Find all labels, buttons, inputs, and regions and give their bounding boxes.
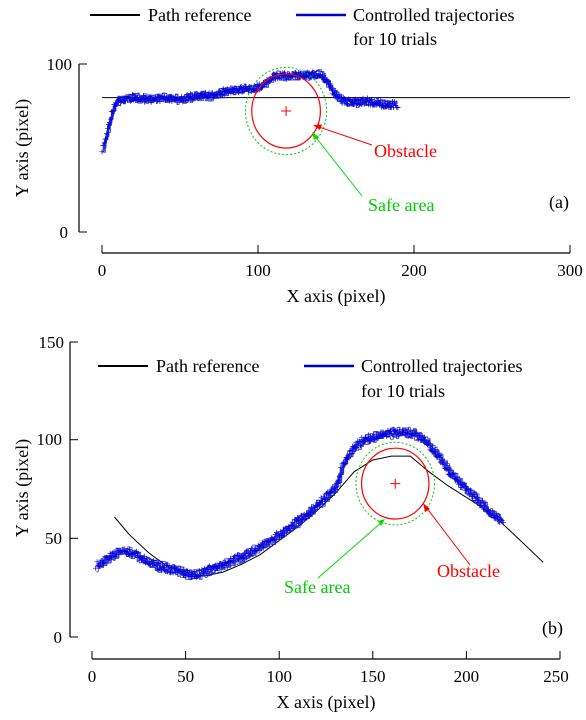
obstacle-a (245, 66, 328, 156)
x-axis-label-a: X axis (pixel) (287, 286, 386, 307)
y-tick-label-a-0: 0 (60, 223, 69, 242)
trajectory-trial-b-8 (98, 427, 502, 575)
panel-label-a: (a) (549, 192, 569, 213)
x-tick-label-a-0: 0 (98, 261, 107, 280)
trajectory-trial-b-10 (95, 427, 503, 575)
y-ticks-a: 0 100 (47, 55, 87, 242)
panel-b: Path reference Controlled trajectories f… (12, 333, 569, 713)
safe-area-circle-b (355, 441, 436, 526)
legend-a: Path reference Controlled trajectories f… (90, 5, 514, 49)
obstacle-b (355, 441, 436, 526)
obstacle-label-b: Obstacle (437, 561, 500, 581)
safe-area-arrowhead-a (312, 132, 319, 140)
y-tick-label-b-0: 0 (54, 628, 63, 647)
x-tick-label-b-4: 200 (454, 667, 480, 686)
legend-b-reference-label: Path reference (156, 356, 259, 376)
obstacle-center-marker-b (390, 478, 401, 489)
y-tick-label-b-2: 100 (37, 430, 63, 449)
x-tick-label-a-3: 300 (557, 261, 583, 280)
trajectory-trial-a-9 (102, 69, 397, 153)
x-tick-label-b-1: 50 (177, 667, 194, 686)
trajectory-marker-set-a (99, 69, 401, 155)
obstacle-arrowhead-b (423, 503, 430, 512)
x-ticks-a: 0 100 200 300 (98, 245, 583, 280)
x-ticks-b: 0 50 100 150 200 250 (88, 651, 569, 686)
legend-b-trajectory-label-line2: for 10 trials (361, 381, 445, 401)
trajectory-trial-b-6 (98, 429, 504, 577)
safe-area-circle-a (245, 66, 328, 156)
trajectories-b (93, 426, 506, 581)
obstacle-arrow-a (315, 125, 373, 146)
legend-b-trajectory-label-line1: Controlled trajectories (361, 356, 522, 376)
safe-area-arrow-a (313, 134, 363, 197)
panel-a: Path reference Controlled trajectories f… (12, 5, 583, 307)
legend-a-trajectory-label-line2: for 10 trials (353, 29, 437, 49)
safe-area-label-b: Safe area (284, 577, 350, 597)
trajectory-marker-set-b (93, 426, 506, 580)
x-tick-label-b-2: 100 (266, 667, 292, 686)
obstacle-arrowhead-a (313, 124, 322, 130)
trajectory-trial-a-8 (102, 71, 397, 152)
reference-path-line-b (114, 455, 544, 577)
legend-b: Path reference Controlled trajectories f… (98, 356, 522, 401)
x-tick-label-a-1: 100 (245, 261, 271, 280)
y-tick-label-a-1: 100 (47, 55, 73, 74)
safe-area-label-a: Safe area (368, 195, 434, 215)
obstacle-label-a: Obstacle (374, 141, 437, 161)
trajectory-markers-b (93, 426, 506, 580)
x-tick-label-a-2: 200 (401, 261, 427, 280)
y-tick-label-b-1: 50 (45, 529, 62, 548)
legend-a-trajectory-label-line1: Controlled trajectories (353, 5, 514, 25)
y-tick-label-b-3: 150 (39, 333, 65, 352)
trajectory-markers-a (99, 69, 401, 155)
obstacle-circle-a (251, 73, 321, 149)
obstacle-center-marker-a (281, 106, 292, 117)
y-axis-label-b: Y axis (pixel) (12, 439, 33, 537)
obstacle-arrow-b (425, 506, 471, 566)
trajectory-trial-a-5 (104, 73, 394, 143)
y-axis-label-a: Y axis (pixel) (12, 99, 33, 197)
safe-area-arrow-b (317, 521, 383, 579)
x-tick-label-b-0: 0 (88, 667, 97, 686)
trajectory-trial-b-9 (96, 426, 502, 575)
y-ticks-b: 0 50 100 150 (37, 333, 78, 647)
x-tick-label-b-5: 250 (543, 667, 569, 686)
obstacle-circle-b (360, 447, 430, 520)
legend-a-reference-label: Path reference (148, 5, 251, 25)
safe-area-arrowhead-b (378, 519, 385, 526)
x-tick-label-b-3: 150 (360, 667, 386, 686)
x-axis-label-b: X axis (pixel) (277, 692, 376, 713)
reference-path-b (114, 455, 544, 577)
panel-label-b: (b) (542, 618, 563, 639)
trajectory-trial-a-10 (103, 69, 398, 144)
trajectories-a (99, 69, 401, 155)
